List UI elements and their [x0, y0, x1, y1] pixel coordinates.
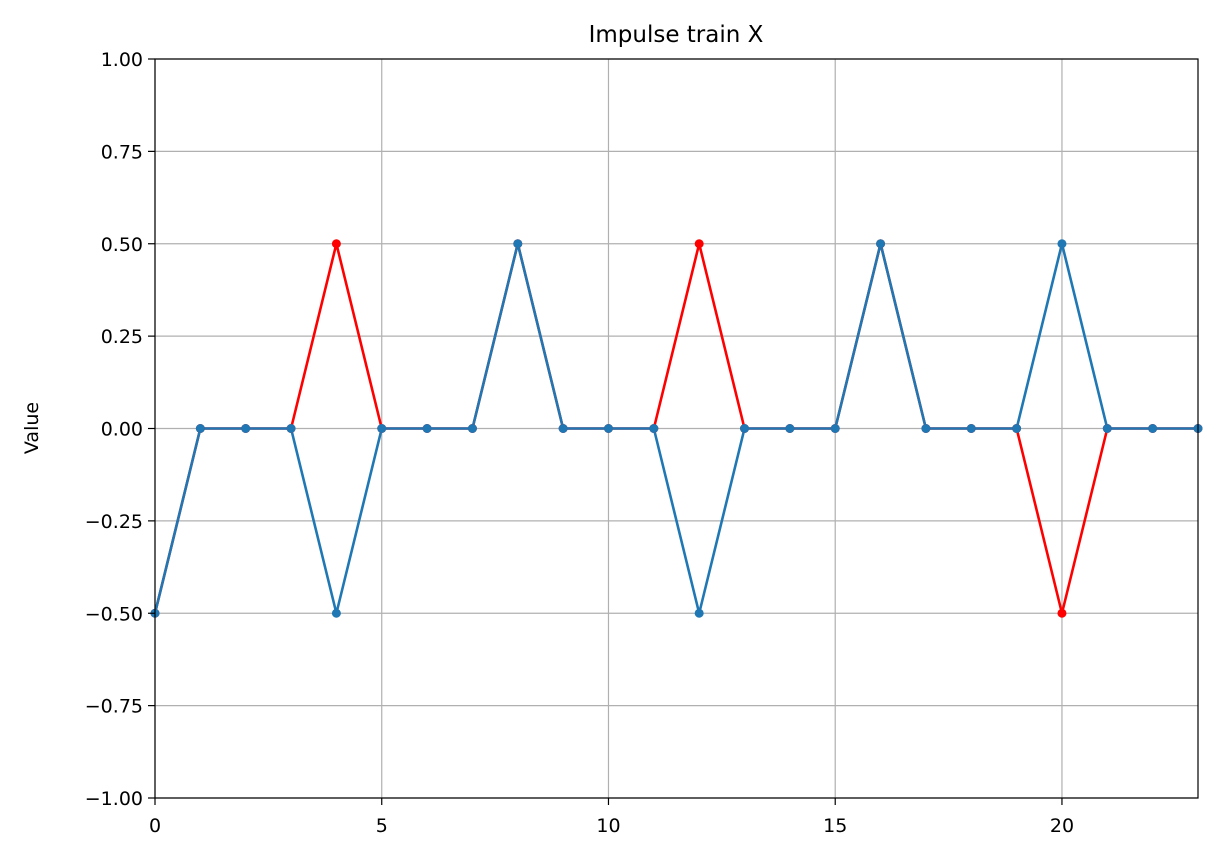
- x-tick-label: 20: [1050, 815, 1074, 837]
- x-tick-label: 10: [596, 815, 620, 837]
- series-1-point: [694, 239, 704, 249]
- series-2-point: [558, 424, 568, 433]
- series-layer: [155, 242, 1198, 615]
- series-2-point: [241, 424, 251, 433]
- y-tick-label: −0.50: [85, 603, 143, 625]
- y-tick-label: 0.50: [101, 234, 143, 256]
- series-2-point: [1102, 424, 1112, 433]
- x-tick-label: 5: [376, 815, 388, 837]
- y-tick-label: 0.75: [101, 141, 143, 163]
- x-tick-label: 0: [149, 815, 161, 837]
- series-1-point: [331, 239, 341, 249]
- x-tick-label: 15: [823, 815, 847, 837]
- series-2-point: [331, 608, 341, 618]
- series-2-point: [966, 424, 976, 433]
- y-tick-label: −0.25: [85, 511, 143, 533]
- series-2-point: [830, 424, 840, 433]
- series-2-point: [1012, 424, 1022, 433]
- series-2-point: [286, 424, 296, 433]
- series-2-point: [785, 424, 795, 433]
- y-tick-label: −0.75: [85, 696, 143, 718]
- series-2-point: [1148, 424, 1158, 433]
- series-2-point: [740, 424, 750, 433]
- series-2-point: [195, 424, 205, 433]
- series-2-point: [467, 424, 477, 433]
- series-line-1: [155, 242, 1198, 615]
- series-2-point: [876, 239, 886, 249]
- series-2-point: [921, 424, 931, 433]
- y-tick-label: 1.00: [101, 49, 143, 71]
- y-tick-label: 0.25: [101, 326, 143, 348]
- y-tick-label: 0.00: [101, 419, 143, 441]
- marker-layer: [150, 239, 1203, 618]
- y-axis-label: Value: [21, 402, 43, 454]
- y-tick-label: −1.00: [85, 788, 143, 810]
- series-2-point: [422, 424, 432, 433]
- x-axis: 0 5 10 15 20: [149, 798, 1074, 837]
- series-line-2: [155, 242, 1198, 615]
- series-2-point: [603, 424, 613, 433]
- series-2-point: [694, 608, 704, 618]
- series-1-point: [1057, 608, 1067, 618]
- series-2-point: [649, 424, 659, 433]
- chart-title: Impulse train X: [589, 22, 764, 48]
- series-2-point: [1057, 239, 1067, 249]
- y-axis: 1.00 0.75 0.50 0.25 0.00 −0.25 −0.50 −0.75 −1.00: [85, 49, 155, 810]
- series-2-point: [377, 424, 387, 433]
- series-2-point: [513, 239, 523, 249]
